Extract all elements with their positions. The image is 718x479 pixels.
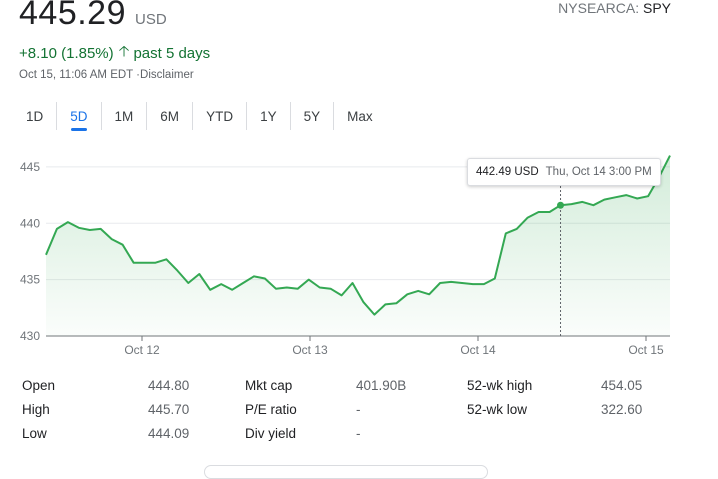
x-tick-label: Oct 12 — [124, 343, 160, 357]
change-value: +8.10 (1.85%) — [19, 45, 114, 62]
stat-pe-ratio: P/E ratio - — [245, 402, 361, 417]
tooltip-price: 442.49 USD — [476, 166, 539, 178]
stat-value: 445.70 — [148, 402, 190, 417]
stat-label: Open — [22, 378, 56, 393]
tooltip-date: Thu, Oct 14 3:00 PM — [545, 166, 652, 178]
tab-label: Max — [347, 108, 373, 124]
quote-timestamp[interactable]: Oct 15, 11:06 AM EDT ·Disclaimer — [19, 69, 194, 81]
stat-value: 454.05 — [601, 378, 643, 393]
tab-max[interactable]: Max — [333, 102, 386, 130]
y-tick-label: 435 — [20, 273, 40, 287]
stat-52wk-high: 52-wk high 454.05 — [467, 378, 642, 393]
tab-label: 5D — [70, 108, 88, 124]
stat-label: Div yield — [245, 426, 297, 441]
tab-label: 1Y — [260, 108, 277, 124]
stat-value: - — [356, 426, 361, 441]
stat-open: Open 444.80 — [22, 378, 189, 393]
tab-1d[interactable]: 1D — [13, 102, 56, 130]
price-chart[interactable]: 445 440 435 430 Oct 12 Oct 13 Oct 14 Oct 15 — [0, 150, 718, 365]
tab-label: 1D — [26, 108, 44, 124]
x-tick-label: Oct 14 — [460, 343, 496, 357]
stat-value: 444.09 — [148, 426, 190, 441]
y-tick-label: 440 — [20, 216, 40, 230]
tab-label: YTD — [206, 108, 234, 124]
range-tabs: 1D 5D 1M 6M YTD 1Y 5Y Max — [13, 102, 386, 131]
y-tick-label: 445 — [20, 160, 40, 174]
stat-value: 322.60 — [601, 402, 643, 417]
stat-value: - — [356, 402, 361, 417]
ticker-label: NYSEARCA: SPY — [558, 0, 671, 16]
stat-mkt-cap: Mkt cap 401.90B — [245, 378, 406, 393]
stat-value: 401.90B — [356, 378, 407, 393]
stat-52wk-low: 52-wk low 322.60 — [467, 402, 642, 417]
y-tick-label: 430 — [20, 329, 40, 343]
current-price: 445.29 — [19, 0, 126, 32]
tab-ytd[interactable]: YTD — [192, 102, 246, 130]
tab-1y[interactable]: 1Y — [246, 102, 290, 130]
x-tick-label: Oct 15 — [628, 343, 664, 357]
price-line — [45, 155, 671, 316]
tab-5d[interactable]: 5D — [56, 102, 100, 131]
chart-tooltip: 442.49 USD Thu, Oct 14 3:00 PM — [467, 158, 661, 186]
tab-label: 1M — [114, 108, 134, 124]
hover-point — [557, 201, 565, 209]
stat-div-yield: Div yield - — [245, 426, 361, 441]
arrow-up-icon: 🡡 — [118, 43, 130, 60]
x-tick-label: Oct 13 — [292, 343, 328, 357]
stat-value: 444.80 — [148, 378, 190, 393]
currency-label: USD — [135, 11, 167, 28]
stat-label: Low — [22, 426, 47, 441]
tab-5y[interactable]: 5Y — [289, 102, 334, 130]
stat-high: High 445.70 — [22, 402, 189, 417]
stat-label: 52-wk low — [467, 402, 528, 417]
change-period: past 5 days — [133, 45, 211, 62]
stat-low: Low 444.09 — [22, 426, 189, 441]
price-header: 445.29 USD — [19, 0, 167, 33]
exchange-label: NYSEARCA: — [558, 0, 640, 16]
stat-label: P/E ratio — [245, 402, 297, 417]
price-area — [46, 155, 670, 336]
tab-6m[interactable]: 6M — [146, 102, 192, 130]
stat-label: 52-wk high — [467, 378, 533, 393]
stat-label: Mkt cap — [245, 378, 293, 393]
more-about-button[interactable] — [204, 465, 488, 479]
symbol-label: SPY — [642, 0, 671, 16]
stat-label: High — [22, 402, 50, 417]
tab-1m[interactable]: 1M — [100, 102, 147, 130]
tab-label: 5Y — [303, 108, 321, 124]
price-change: +8.10 (1.85%) 🡡 past 5 days — [19, 41, 210, 66]
tab-label: 6M — [160, 108, 180, 124]
